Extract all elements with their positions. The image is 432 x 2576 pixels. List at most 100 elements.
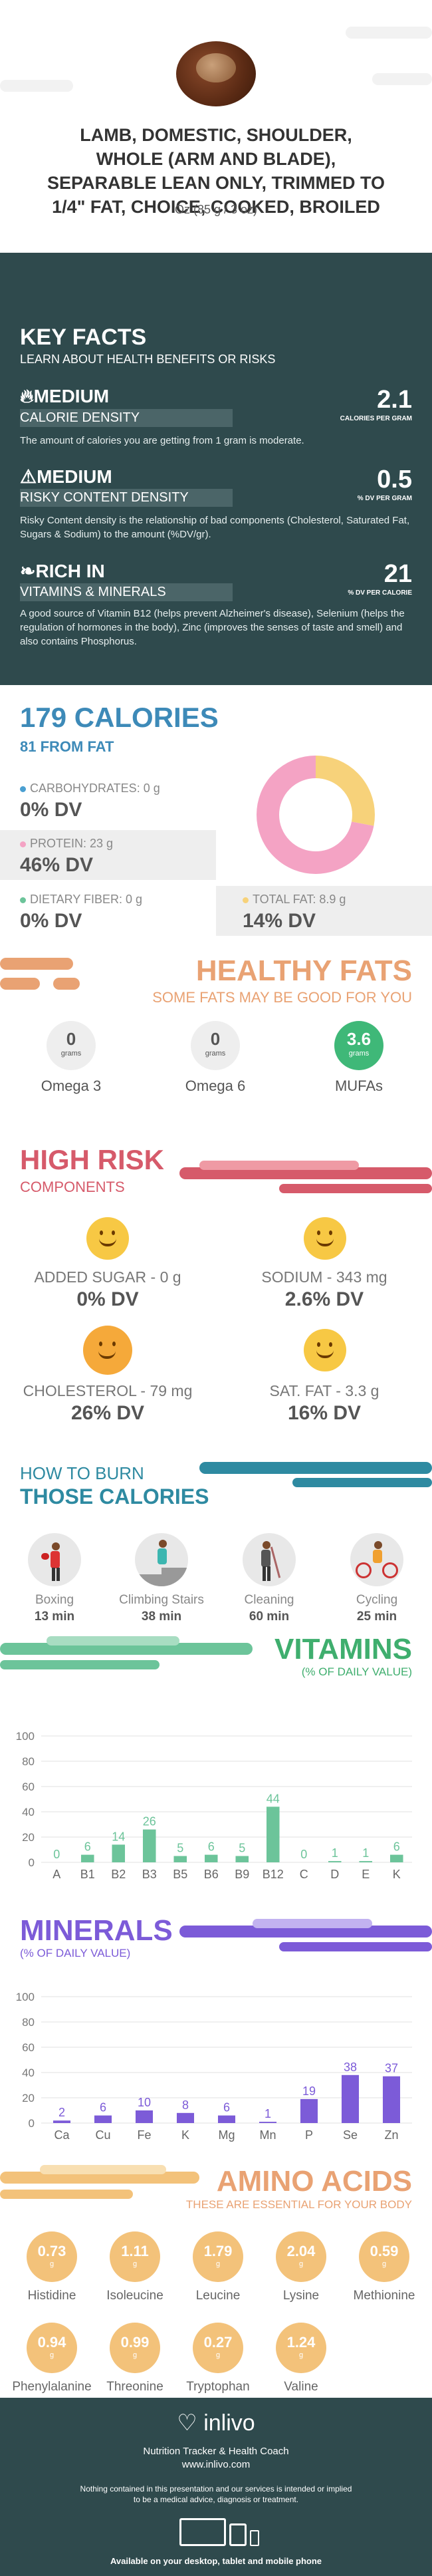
footer-url[interactable]: www.inlivo.com — [181, 2459, 251, 2470]
fact-badge: ⚠︎MEDIUM — [20, 466, 112, 487]
bar-Mn — [259, 2122, 277, 2123]
high-risk-title: HIGH RISK — [20, 1144, 165, 1175]
decor-stripe — [0, 2172, 199, 2184]
risk-value: 26% DV — [70, 1402, 145, 1424]
data-label: 19 — [302, 2084, 316, 2098]
fact-unit: % DV PER GRAM — [357, 495, 412, 502]
data-label: 6 — [208, 1840, 215, 1854]
decor-stripe — [279, 1942, 432, 1951]
y-tick-label: 20 — [22, 2092, 35, 2104]
amino-value: 0.94 — [37, 2334, 66, 2351]
fiber-dot — [20, 897, 26, 903]
amino-circle: 0.73 g — [27, 2231, 77, 2282]
y-tick-label: 100 — [16, 1991, 35, 2003]
omega6-label: Omega 6 — [185, 1077, 246, 1094]
risk-label: ADDED SUGAR - 0 g — [34, 1268, 181, 1286]
mufas-circle: 3.6 grams — [334, 1021, 383, 1070]
amino-name: Lysine — [282, 2289, 320, 2303]
x-tick-label: Fe — [137, 2128, 151, 2142]
omega3-circle: 0 grams — [47, 1021, 96, 1070]
bar-E — [359, 1861, 373, 1862]
vitamins-bar-chart: 0 20 40 60 80 100 0 A 6 B1 14 B2 26 B3 5 B5 6 B6 5 B9 44 B12 0… — [16, 1730, 412, 1881]
decor-stripe — [0, 958, 73, 970]
amino-unit: g — [298, 2351, 304, 2359]
flame-icon: 🔥︎ — [20, 386, 34, 406]
data-label: 0 — [300, 1848, 307, 1861]
calories-donut-chart — [257, 756, 375, 874]
smile-icon — [83, 1326, 132, 1375]
amino-value: 1.79 — [203, 2243, 233, 2259]
bar-K — [176, 2112, 195, 2123]
bar-B2 — [112, 1844, 126, 1862]
x-tick-label: Se — [343, 2128, 358, 2142]
decor-stripe — [53, 978, 80, 990]
bar-P — [300, 2098, 318, 2123]
x-tick-label: B5 — [173, 1868, 187, 1881]
amino-unit: g — [132, 2260, 138, 2268]
amino-unit: g — [381, 2260, 387, 2268]
amino-unit: g — [49, 2351, 54, 2359]
decor-stripe — [346, 27, 432, 39]
data-label: 14 — [112, 1830, 125, 1843]
amino-circle: 0.27 g — [193, 2323, 243, 2373]
macro-protein: PROTEIN: 23 g 46% DV — [0, 830, 216, 880]
data-label: 26 — [143, 1815, 156, 1828]
amino-subtitle: THESE ARE ESSENTIAL FOR YOUR BODY — [185, 2198, 412, 2211]
minerals-title: MINERALS — [20, 1914, 173, 1947]
key-facts-subtitle: LEARN ABOUT HEALTH BENEFITS OR RISKS — [20, 353, 276, 366]
y-tick-label: 40 — [22, 2067, 35, 2079]
footer-disclaimer: to be a medical advice, diagnosis or tre… — [133, 2495, 299, 2504]
food-image — [176, 41, 256, 106]
x-tick-label: Mg — [218, 2128, 235, 2142]
decor-stripe — [0, 2190, 133, 2199]
high-risk-subtitle: COMPONENTS — [20, 1179, 125, 1195]
fact-unit: % DV PER CALORIE — [348, 589, 412, 597]
x-tick-label: E — [362, 1868, 370, 1881]
amino-value: 2.04 — [286, 2243, 316, 2259]
amino-unit: g — [49, 2260, 54, 2268]
decor-stripe — [279, 1184, 432, 1193]
x-tick-label: B2 — [111, 1868, 126, 1881]
decor-stripe — [372, 73, 432, 85]
fact-label: CALORIE DENSITY — [20, 409, 233, 427]
risk-value: 16% DV — [287, 1402, 362, 1424]
decor-stripe — [199, 1462, 432, 1474]
mufas-label: MUFAs — [334, 1077, 383, 1094]
macro-total-fat: TOTAL FAT: 8.9 g 14% DV — [216, 886, 432, 936]
key-facts-title: KEY FACTS — [20, 325, 147, 350]
amino-circle: 0.99 g — [110, 2323, 160, 2373]
vitamins-title: VITAMINS — [274, 1633, 412, 1665]
stairs-icon — [135, 1533, 188, 1586]
decor-stripe — [47, 1636, 179, 1646]
amino-name: Isoleucine — [106, 2289, 163, 2303]
data-label: 5 — [177, 1842, 183, 1855]
amino-unit: g — [215, 2260, 221, 2268]
data-label: 44 — [267, 1792, 280, 1805]
bar-Mg — [217, 2115, 236, 2123]
x-tick-label: K — [181, 2128, 189, 2142]
amino-value: 0.59 — [370, 2243, 399, 2259]
decor-stripe — [179, 1167, 432, 1179]
amino-value: 0.99 — [120, 2334, 150, 2351]
bar-B6 — [204, 1854, 218, 1862]
decor-stripe — [0, 1643, 253, 1655]
donut-slice-protein — [257, 756, 375, 874]
amino-unit: g — [298, 2260, 304, 2268]
activity-name: Cycling — [356, 1593, 398, 1607]
x-tick-label: Cu — [95, 2128, 110, 2142]
y-tick-label: 0 — [29, 1856, 35, 1869]
y-tick-label: 20 — [22, 1831, 35, 1844]
footer-available: Available on your desktop, tablet and mo… — [110, 2556, 322, 2566]
vitamins-subtitle: (% OF DAILY VALUE) — [301, 1665, 412, 1678]
amino-unit: g — [215, 2351, 221, 2359]
amino-name: Methionine — [353, 2289, 415, 2303]
fact-label: RISKY CONTENT DENSITY — [20, 489, 233, 507]
decor-stripe — [199, 1161, 359, 1170]
cycling-icon — [350, 1533, 403, 1586]
macro-carbohydrates: CARBOHYDRATES: 0 g 0% DV — [20, 782, 160, 821]
amino-name: Valine — [284, 2380, 318, 2394]
bar-B5 — [173, 1856, 187, 1862]
fact-unit: CALORIES PER GRAM — [340, 415, 412, 422]
data-label: 1 — [362, 1846, 369, 1860]
minerals-subtitle: (% OF DAILY VALUE) — [20, 1947, 131, 1959]
